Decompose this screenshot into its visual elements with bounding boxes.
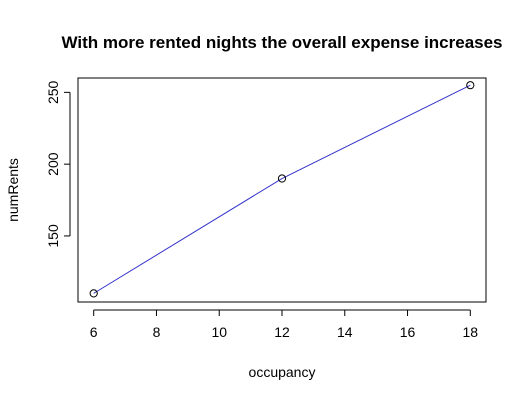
x-tick-label: 6	[90, 324, 98, 340]
x-tick-label: 16	[400, 324, 416, 340]
x-tick-label: 10	[211, 324, 227, 340]
data-point	[277, 174, 287, 183]
series-markers	[89, 81, 475, 298]
x-axis: 6 8 10 12 14 16 18	[90, 309, 479, 340]
x-tick-label: 12	[274, 324, 290, 340]
y-tick-label: 200	[45, 152, 61, 176]
y-tick-label: 150	[45, 224, 61, 248]
chart-title: With more rented nights the overall expe…	[61, 33, 502, 52]
data-point	[89, 289, 98, 298]
x-tick-label: 14	[337, 324, 353, 340]
x-tick-label: 18	[463, 324, 479, 340]
series-line	[93, 84, 471, 294]
data-point	[466, 81, 475, 90]
y-tick-label: 250	[45, 80, 61, 104]
plot-frame	[77, 77, 487, 303]
x-tick-label: 8	[153, 324, 161, 340]
x-axis-label: occupancy	[249, 364, 316, 380]
y-axis: 150 200 250	[45, 80, 71, 248]
y-axis-label: numRents	[5, 158, 21, 222]
